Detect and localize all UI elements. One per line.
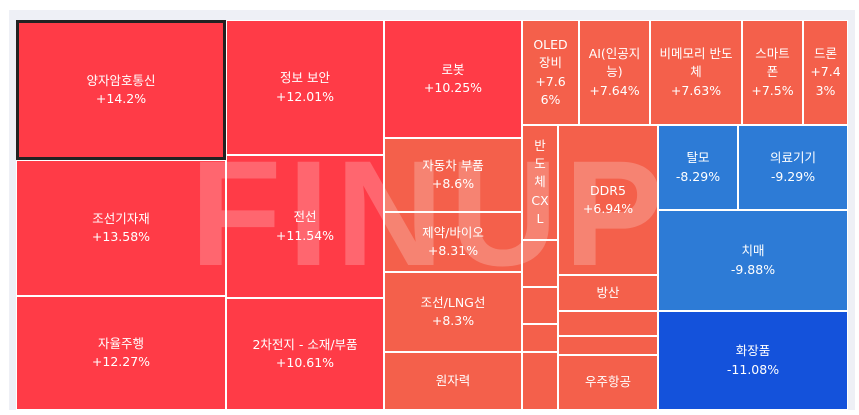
tile-value: +11.54%	[275, 227, 335, 243]
tile-value: +10.61%	[275, 355, 335, 370]
tile-value: 3%	[815, 82, 836, 98]
tile-탈모[interactable]: 탈모 -8.29%	[658, 125, 738, 210]
tile-label: 장비	[538, 55, 562, 71]
tile-label: 제약/바이오	[422, 224, 484, 240]
tile-label: 도	[534, 156, 546, 172]
tile-value: +8.6%	[431, 176, 475, 191]
tile-화장품[interactable]: 화장품 -11.08%	[658, 311, 848, 410]
tile-label: DDR5	[590, 182, 626, 198]
tile-label: 체	[690, 64, 702, 80]
tile-unlabeled-26[interactable]	[522, 324, 558, 352]
tile-label: 치매	[741, 243, 765, 259]
tile-value: -9.29%	[770, 168, 816, 184]
tile-제약바이오[interactable]: 제약/바이오 +8.31%	[384, 212, 522, 272]
tile-2차전지---소재부품[interactable]: 2차전지 - 소재/부품 +10.61%	[226, 298, 384, 410]
tile-value: +7.6	[535, 73, 566, 89]
tile-label: 스마트	[755, 46, 790, 62]
tile-label: 자율주행	[97, 335, 144, 351]
tile-value: +8.31%	[427, 243, 479, 258]
tile-value: -9.88%	[730, 261, 776, 277]
tile-oled-장비[interactable]: OLED 장비 +7.6 6%	[522, 20, 579, 125]
tile-label: 조선기자재	[92, 210, 150, 226]
tile-전선[interactable]: 전선 +11.54%	[226, 155, 384, 298]
tile-조선lng선[interactable]: 조선/LNG선 +8.3%	[384, 272, 522, 352]
tile-unlabeled-27[interactable]	[522, 352, 558, 410]
tile-label: 능)	[606, 64, 623, 80]
tile-치매[interactable]: 치매 -9.88%	[658, 210, 848, 311]
tile-value: +12.27%	[91, 354, 151, 369]
tile-value: +14.2%	[95, 91, 147, 106]
tile-unlabeled-24[interactable]	[522, 240, 558, 287]
tile-label: 방산	[596, 284, 620, 300]
tile-unlabeled-25[interactable]	[522, 287, 558, 324]
tile-ddr5[interactable]: DDR5 +6.94%	[558, 125, 658, 275]
tile-label: 양자암호통신	[86, 72, 156, 88]
tile-로봇[interactable]: 로봇 +10.25%	[384, 20, 522, 138]
tile-label: 로봇	[441, 61, 465, 77]
tile-label: 반	[534, 138, 546, 154]
tile-unlabeled-28[interactable]	[558, 311, 658, 336]
tile-value: +8.3%	[431, 313, 475, 328]
tile-label: 드론	[813, 46, 837, 62]
tile-자동차-부품[interactable]: 자동차 부품 +8.6%	[384, 138, 522, 212]
tile-label: 폰	[766, 64, 779, 80]
tile-조선기자재[interactable]: 조선기자재 +13.58%	[16, 160, 226, 296]
tile-label: 전선	[293, 209, 317, 225]
tile-value: 6%	[540, 91, 561, 107]
tile-label: 원자력	[435, 372, 471, 388]
tile-value: +12.01%	[275, 88, 335, 104]
tile-label: AI(인공지	[588, 46, 641, 62]
tile-value: -8.29%	[675, 168, 721, 184]
tile-방산[interactable]: 방산	[558, 275, 658, 311]
tile-label: 정보 보안	[280, 70, 330, 86]
tile-value: +7.63%	[670, 82, 722, 98]
tile-label: 자동차 부품	[422, 157, 484, 173]
tile-value: +7.4	[810, 64, 841, 80]
tile-label: 체	[534, 174, 546, 190]
tile-우주항공[interactable]: 우주항공	[558, 355, 658, 410]
tile-value: +7.64%	[589, 82, 640, 98]
tile-label: 탈모	[686, 150, 710, 166]
tile-자율주행[interactable]: 자율주행 +12.27%	[16, 296, 226, 410]
tile-unlabeled-29[interactable]	[558, 336, 658, 355]
tile-원자력[interactable]: 원자력	[384, 352, 522, 410]
tile-value: +13.58%	[91, 229, 151, 244]
tile-label: OLED	[533, 37, 568, 53]
tile-정보-보안[interactable]: 정보 보안 +12.01%	[226, 20, 384, 155]
tile-의료기기[interactable]: 의료기기 -9.29%	[738, 125, 848, 210]
tile-label: 조선/LNG선	[420, 294, 486, 310]
tile-label: 의료기기	[769, 150, 816, 166]
tile-label: 우주항공	[584, 374, 631, 390]
tile-드론[interactable]: 드론 +7.4 3%	[803, 20, 848, 125]
tile-반-도-체-cx-l[interactable]: 반 도 체 CX L	[522, 125, 558, 240]
tile-value: +10.25%	[423, 80, 483, 95]
tile-label: 화장품	[735, 343, 771, 359]
tile-label: 2차전지 - 소재/부품	[252, 336, 358, 352]
tile-value: -11.08%	[726, 361, 780, 377]
tile-label: L	[536, 210, 544, 226]
tile-양자암호통신[interactable]: 양자암호통신 +14.2%	[16, 20, 226, 160]
tile-value: +6.94%	[582, 201, 634, 216]
tile-value: +7.5%	[751, 82, 794, 98]
tile-label: CX	[531, 192, 549, 208]
tile-label: 비메모리 반도	[659, 46, 733, 62]
